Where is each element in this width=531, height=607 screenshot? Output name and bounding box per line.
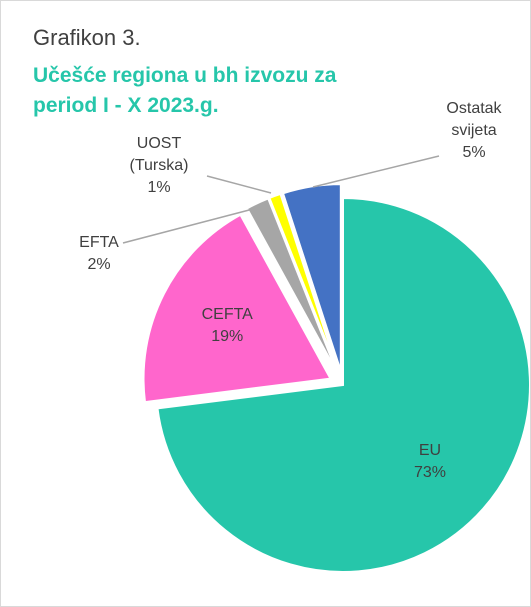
- value-label: 5%: [462, 144, 486, 161]
- category-label: UOST (Turska): [129, 135, 189, 174]
- slice-label: EFTA 2%: [69, 232, 129, 276]
- category-label: EU: [418, 441, 442, 459]
- category-label: Ostatak svijeta: [446, 100, 502, 139]
- pie-slice: [268, 192, 340, 373]
- slice-label: EU 73%: [414, 440, 446, 484]
- pie-slice: [245, 197, 338, 373]
- slice-label: CEFTA 19%: [202, 304, 253, 348]
- value-label: 1%: [147, 179, 171, 196]
- value-label: 19%: [211, 328, 244, 345]
- chart-subtitle: Učešće regiona u bh izvozu za period I -…: [33, 64, 337, 117]
- leader-line: [122, 208, 254, 244]
- pie-slice: [142, 213, 333, 404]
- leader-line: [312, 155, 440, 188]
- chart-title: Grafikon 3.: [33, 25, 141, 50]
- category-label: CEFTA: [201, 306, 253, 323]
- pie-slice: [156, 196, 530, 573]
- pie-slice: [281, 183, 342, 372]
- category-label: EFTA: [79, 234, 119, 251]
- leader-line: [206, 175, 272, 194]
- value-label: 73%: [413, 463, 446, 481]
- slice-label: Ostatak svijeta 5%: [434, 98, 514, 164]
- slice-label: UOST (Turska) 1%: [119, 133, 199, 199]
- value-label: 2%: [87, 256, 111, 273]
